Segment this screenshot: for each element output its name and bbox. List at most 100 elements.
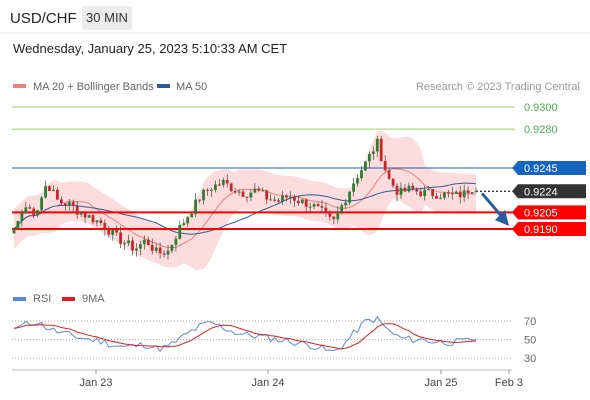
candle-body (170, 244, 174, 251)
candle-body (63, 203, 67, 206)
candle-body (427, 189, 430, 191)
candle-body (99, 220, 103, 223)
level-value-support: 0.9190 (524, 224, 558, 236)
candle-body (245, 196, 249, 198)
credit-text: Research © 2023 Trading Central (416, 81, 580, 93)
candle-body (229, 183, 233, 191)
candle-body (48, 186, 51, 191)
candle-body (312, 204, 316, 207)
candle-body (308, 206, 312, 208)
candle-body (83, 212, 87, 218)
candle-body (443, 192, 446, 198)
candle-body (293, 197, 296, 201)
candle-body (107, 229, 111, 235)
legend-swatch-ma20 (13, 84, 26, 88)
level-value-current: 0.9224 (524, 186, 558, 198)
rsi-tick-label: 70 (524, 316, 536, 328)
candle-body (233, 191, 237, 193)
candle-body (360, 170, 363, 179)
x-tick-label: Jan 23 (79, 377, 112, 389)
candle-body (419, 191, 423, 196)
ma50-line (13, 182, 477, 235)
candle-body (324, 207, 328, 213)
candle-body (423, 189, 427, 196)
candle-body (24, 207, 28, 213)
level-label-pivot: 0.9245 (512, 161, 586, 175)
candle-body (458, 191, 462, 198)
candle-body (304, 199, 308, 207)
candle-body (316, 204, 320, 206)
bollinger-band (14, 130, 476, 271)
level-value-target: 0.9280 (524, 124, 558, 136)
legend-label-ma20: MA 20 + Bollinger Bands (33, 81, 154, 93)
candle-body (44, 186, 47, 198)
candle-body (332, 216, 336, 220)
candle-body (273, 199, 276, 201)
candle-body (296, 200, 300, 204)
candle-body (336, 212, 340, 220)
candle-body (210, 189, 213, 191)
candle-body (399, 187, 403, 195)
interval-badge[interactable]: 30 MIN (82, 6, 132, 30)
ma20-line (13, 168, 477, 249)
candle-body (20, 213, 24, 222)
candle-body (186, 217, 190, 224)
candle-body (356, 178, 359, 184)
candle-body (237, 191, 241, 193)
candle-body (95, 220, 99, 223)
candle-body (115, 229, 119, 233)
forecast-arrow-shaft (480, 192, 505, 219)
candle-body (411, 185, 415, 189)
candle-body (257, 188, 261, 191)
candle-body (198, 199, 201, 201)
candle-body (289, 197, 292, 198)
candle-body (56, 189, 59, 200)
candle-body (206, 189, 209, 191)
candle-body (352, 183, 355, 192)
candle-body (119, 232, 122, 244)
candle-body (123, 243, 126, 245)
legend-label-rsi: RSI (33, 293, 51, 305)
x-tick-label: Feb 3 (495, 377, 523, 389)
candle-body (241, 191, 245, 197)
candle-body (16, 221, 20, 229)
candle-body (320, 206, 324, 208)
candle-body (371, 151, 375, 154)
candle-body (375, 138, 379, 152)
candle-body (75, 206, 79, 215)
legend-swatch-9ma (62, 297, 75, 301)
level-tag-support (512, 222, 586, 236)
candle-body (403, 187, 407, 192)
candle-body (87, 215, 91, 218)
level-label-current: 0.9224 (512, 184, 586, 199)
candle-body (150, 245, 154, 251)
rsi-tick-label: 50 (524, 335, 536, 347)
candle-body (462, 190, 466, 198)
rsi-tick-label: 30 (524, 353, 536, 365)
candle-body (60, 199, 63, 204)
level-value-pivot: 0.9245 (524, 163, 558, 175)
level-label-support: 0.9190 (512, 222, 586, 236)
x-tick-label: Jan 25 (424, 377, 457, 389)
legend-label-ma50: MA 50 (176, 81, 207, 93)
candle-body (79, 212, 83, 215)
candle-body (154, 247, 158, 251)
candle-body (217, 184, 221, 186)
candle-body (387, 170, 391, 179)
candle-body (395, 185, 399, 195)
candle-body (36, 210, 40, 216)
candle-body (71, 202, 75, 206)
rsi-9ma-line (13, 323, 477, 350)
candle-body (261, 190, 265, 192)
candle-body (127, 240, 130, 244)
candle-body (379, 138, 383, 161)
symbol-title: USD/CHF (10, 10, 77, 27)
candle-body (225, 180, 229, 184)
candle-body (142, 239, 146, 245)
candle-body (285, 195, 288, 198)
candle-body (12, 229, 16, 234)
candle-body (269, 199, 273, 201)
candle-body (364, 161, 367, 171)
rsi-line (13, 315, 477, 353)
